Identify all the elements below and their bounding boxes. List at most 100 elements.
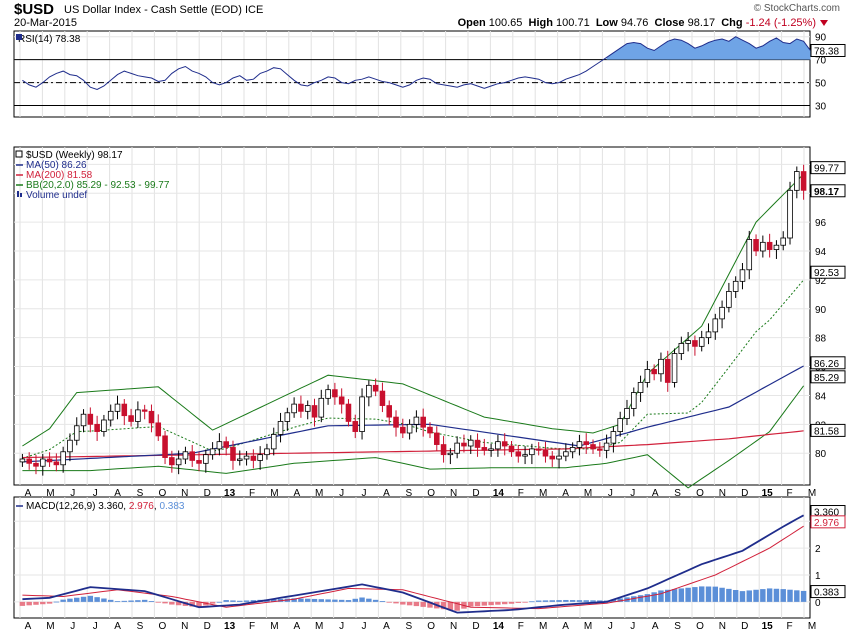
macd-histogram-bar xyxy=(535,600,542,602)
price-value-label: 85.29 xyxy=(814,373,839,384)
candle-body xyxy=(800,171,807,191)
macd-x-tick-label: M xyxy=(315,621,323,632)
candle-body xyxy=(264,448,270,456)
macd-x-tick-label: N xyxy=(450,621,457,632)
candle-body xyxy=(406,423,413,434)
candle-body xyxy=(135,409,141,422)
macd-histogram-bar xyxy=(732,589,739,602)
macd-histogram-bar xyxy=(597,600,603,602)
macd-histogram-bar xyxy=(345,600,352,602)
macd-histogram-bar xyxy=(760,589,766,602)
candle-body xyxy=(515,451,522,457)
price-x-tick-label: O xyxy=(427,488,435,499)
candle-body xyxy=(590,444,596,450)
macd-histogram-bar xyxy=(162,601,168,604)
macd-histogram-bar xyxy=(209,601,216,604)
price-x-tick-label: N xyxy=(719,488,726,499)
candle-body xyxy=(101,419,107,432)
macd-histogram-bar xyxy=(753,589,759,602)
candle-body xyxy=(182,451,189,460)
price-x-tick-label: 14 xyxy=(493,488,505,499)
candle-body xyxy=(569,447,576,453)
price-x-tick-label: F xyxy=(249,488,255,499)
macd-x-tick-label: S xyxy=(137,621,144,632)
macd-histogram-bar xyxy=(216,601,223,603)
price-legend-entry: MA(50) 86.26 xyxy=(26,160,87,171)
price-legend-swatch xyxy=(15,150,23,158)
macd-x-tick-label: A xyxy=(293,621,300,632)
candle-body xyxy=(162,435,168,458)
price-value-box xyxy=(810,265,846,279)
macd-panel xyxy=(13,496,811,619)
candle-body xyxy=(352,421,359,432)
macd-histogram-bar xyxy=(501,601,508,605)
candle-body xyxy=(522,454,528,457)
macd-histogram-bar xyxy=(610,599,617,602)
rsi-last-value-box xyxy=(810,43,846,57)
macd-histogram-bar xyxy=(678,588,685,602)
price-value-label: 92.53 xyxy=(814,268,839,279)
price-tick-label: 90 xyxy=(815,305,827,316)
macd-histogram-bar xyxy=(719,587,725,602)
price-x-tick-label: O xyxy=(696,488,704,499)
copyright[interactable]: © StockCharts.com xyxy=(753,3,840,14)
macd-histogram-bar xyxy=(787,589,793,602)
price-x-tick-label: M xyxy=(539,488,547,499)
macd-histogram-bar xyxy=(135,600,141,602)
candle-body xyxy=(148,410,155,424)
macd-x-tick-label: 14 xyxy=(493,621,505,632)
candle-body xyxy=(359,396,365,432)
macd-histogram-bar xyxy=(121,600,128,602)
candle-body xyxy=(277,421,284,435)
macd-histogram-bar xyxy=(406,601,413,606)
rsi-legend: RSI(14) 78.38 xyxy=(18,34,81,45)
candle-body xyxy=(529,448,535,456)
candle-body xyxy=(692,340,698,347)
macd-histogram-bar xyxy=(549,600,555,602)
candle-body xyxy=(107,410,114,421)
macd-histogram-bar xyxy=(33,601,39,605)
candle-body xyxy=(576,441,583,448)
macd-histogram-bar xyxy=(332,599,338,602)
macd-value-box xyxy=(810,515,846,529)
macd-x-tick-label: J xyxy=(339,621,344,632)
price-legend-entry: MA(200) 81.58 xyxy=(26,170,93,181)
macd-histogram-bar xyxy=(692,587,698,602)
macd-histogram-bar xyxy=(169,601,175,605)
macd-histogram-bar xyxy=(637,595,644,602)
candle-body xyxy=(311,405,318,418)
macd-histogram-bar xyxy=(712,586,719,602)
price-x-tick-label: S xyxy=(674,488,681,499)
candle-body xyxy=(603,442,610,451)
macd-histogram-bar xyxy=(766,588,773,602)
macd-x-tick-label: 15 xyxy=(762,621,774,632)
macd-histogram-bar xyxy=(67,598,73,602)
ma50-line xyxy=(22,365,804,463)
macd-histogram-bar xyxy=(739,591,746,602)
instrument-name: US Dollar Index - Cash Settle (EOD) ICE xyxy=(64,4,264,16)
price-x-tick-label: A xyxy=(114,488,121,499)
candle-body xyxy=(705,331,712,339)
candle-body xyxy=(121,403,128,417)
candle-body xyxy=(366,384,372,398)
price-x-tick-label: D xyxy=(204,488,211,499)
candle-body xyxy=(732,280,739,292)
candle-body xyxy=(420,416,426,428)
candle-body xyxy=(386,405,393,418)
candle-body xyxy=(712,318,719,333)
macd-histogram-bar xyxy=(230,600,236,602)
macd-histogram-bar xyxy=(19,601,26,606)
chart-header: $USD US Dollar Index - Cash Settle (EOD)… xyxy=(0,0,850,30)
candle-body xyxy=(155,422,162,437)
candle-body xyxy=(719,306,725,320)
candle-body xyxy=(67,439,73,453)
candle-body xyxy=(535,448,542,451)
macd-histogram-bar xyxy=(515,601,522,603)
price-x-tick-label: J xyxy=(339,488,344,499)
macd-value-label: 3.360 xyxy=(814,508,839,519)
macd-x-tick-label: F xyxy=(787,621,793,632)
macd-histogram-bar xyxy=(141,599,148,602)
macd-histogram-bar xyxy=(304,598,311,602)
macd-histogram-bar xyxy=(366,598,372,602)
macd-histogram-bar xyxy=(318,599,325,602)
